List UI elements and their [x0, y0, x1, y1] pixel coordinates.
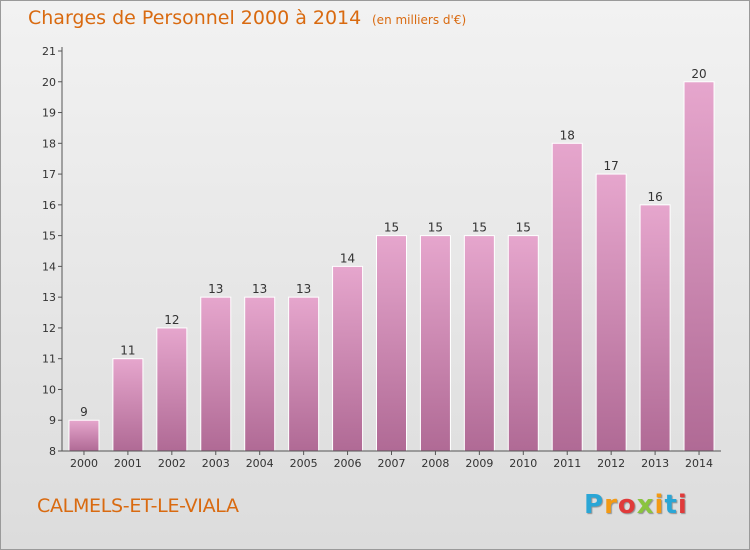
- data-label-2005: 13: [296, 282, 311, 296]
- x-tick-label-2011: 2011: [553, 457, 581, 470]
- data-label-2000: 9: [80, 405, 88, 419]
- x-tick-label-2012: 2012: [597, 457, 625, 470]
- x-tick-label-2013: 2013: [641, 457, 669, 470]
- bar-2003: [200, 296, 232, 452]
- logo-letter: P: [584, 490, 605, 520]
- data-label-2003: 13: [208, 282, 223, 296]
- x-tick-label-2007: 2007: [378, 457, 406, 470]
- x-tick-label-2000: 2000: [70, 457, 98, 470]
- y-tick-label-15: 15: [42, 230, 56, 243]
- bar-2007: [376, 235, 407, 452]
- y-tick-label-14: 14: [42, 260, 56, 273]
- data-label-2011: 18: [560, 128, 575, 142]
- bar-2000: [68, 419, 100, 452]
- y-tick-label-16: 16: [42, 199, 56, 212]
- logo-letter: r: [604, 490, 618, 520]
- data-label-2010: 15: [516, 221, 531, 235]
- data-label-2007: 15: [384, 221, 399, 235]
- y-tick-label-18: 18: [42, 137, 56, 150]
- bar-2004: [244, 296, 276, 452]
- logo-letter: i: [677, 490, 688, 520]
- logo-letter: x: [636, 490, 655, 520]
- data-label-2004: 13: [252, 282, 267, 296]
- y-tick-label-10: 10: [42, 383, 56, 396]
- logo-letter: o: [617, 490, 637, 520]
- bar-2011: [551, 142, 583, 452]
- x-tick-label-2010: 2010: [509, 457, 537, 470]
- y-tick-label-9: 9: [49, 414, 56, 427]
- bar-2001: [112, 358, 144, 452]
- data-label-2006: 14: [340, 251, 355, 265]
- x-tick-label-2014: 2014: [685, 457, 713, 470]
- logo-letter: t: [664, 490, 678, 520]
- x-tick-label-2003: 2003: [202, 457, 230, 470]
- bar-2009: [463, 235, 495, 452]
- x-tick-label-2001: 2001: [114, 457, 142, 470]
- data-label-2002: 12: [164, 313, 179, 327]
- y-tick-label-20: 20: [42, 76, 56, 89]
- data-label-2008: 15: [428, 221, 443, 235]
- y-tick-label-8: 8: [49, 445, 56, 458]
- data-label-2012: 17: [604, 159, 619, 173]
- data-label-2009: 15: [472, 221, 487, 235]
- x-tick-label-2006: 2006: [334, 457, 362, 470]
- x-tick-label-2005: 2005: [290, 457, 318, 470]
- chart-title: Charges de Personnel 2000 à 2014: [28, 7, 362, 29]
- data-label-2014: 20: [691, 67, 706, 81]
- y-tick-label-21: 21: [42, 45, 56, 58]
- y-tick-label-17: 17: [42, 168, 56, 181]
- y-tick-label-19: 19: [42, 107, 56, 120]
- x-tick-label-2004: 2004: [246, 457, 274, 470]
- bar-2014: [683, 81, 715, 452]
- data-label-2013: 16: [647, 190, 662, 204]
- y-tick-label-11: 11: [42, 353, 56, 366]
- x-tick-label-2009: 2009: [465, 457, 493, 470]
- town-name: CALMELS-ET-LE-VIALA: [37, 495, 239, 517]
- x-tick-label-2008: 2008: [421, 457, 449, 470]
- chart-subtitle: (en milliers d'€): [372, 13, 467, 27]
- bar-2012: [595, 173, 627, 452]
- logo-letter: i: [654, 490, 665, 520]
- bar-2005: [288, 296, 320, 452]
- data-label-2001: 11: [120, 344, 135, 358]
- y-tick-label-12: 12: [42, 322, 56, 335]
- bar-2008: [419, 235, 451, 452]
- bar-2010: [507, 235, 539, 452]
- bar-2013: [639, 204, 671, 452]
- proxiti-logo: Proxiti: [584, 490, 688, 520]
- bar-2002: [156, 327, 188, 452]
- x-tick-label-2002: 2002: [158, 457, 186, 470]
- bar-2006: [332, 265, 364, 452]
- y-tick-label-13: 13: [42, 291, 56, 304]
